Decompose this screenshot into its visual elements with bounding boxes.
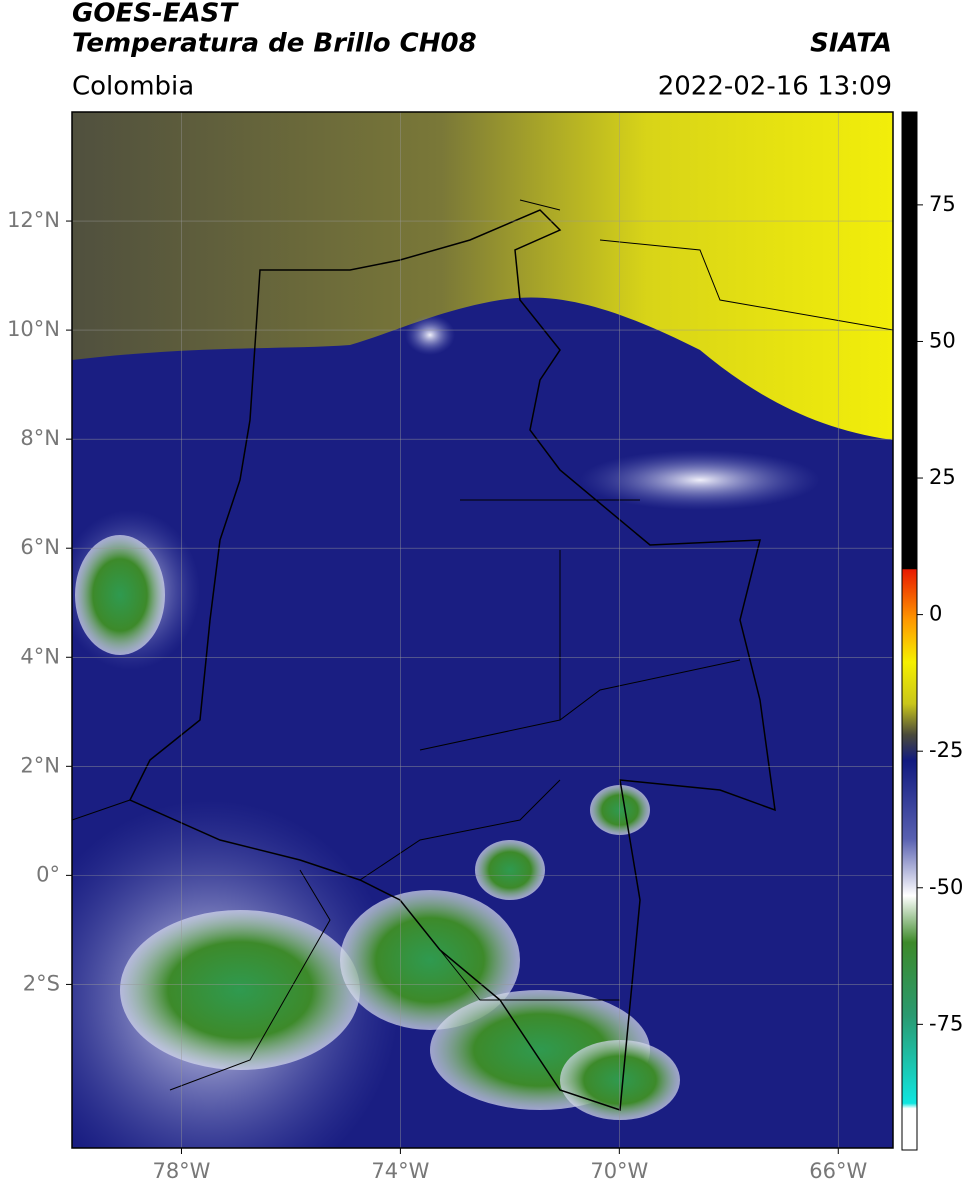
- lat-tick-label: 12°N: [7, 208, 60, 232]
- lat-tick-label: 2°N: [20, 753, 60, 777]
- lat-tick-label: 8°N: [20, 426, 60, 450]
- colorbar-tick-label: -50: [929, 875, 963, 899]
- lon-tick-label: 74°W: [371, 1159, 429, 1183]
- colorbar: [901, 111, 918, 1151]
- lon-tick-label: 66°W: [809, 1159, 867, 1183]
- lat-tick-label: 10°N: [7, 317, 60, 341]
- source: SIATA: [810, 29, 892, 59]
- lon-tick-label: 70°W: [590, 1159, 648, 1183]
- title: GOES-EAST: [72, 0, 239, 29]
- colorbar-tick-label: 0: [929, 602, 942, 626]
- region: Colombia: [72, 72, 194, 102]
- satellite-image: [72, 112, 893, 1148]
- lat-tick-label: 0°: [36, 862, 60, 886]
- map-frame: [71, 111, 894, 1149]
- lon-tick-label: 78°W: [152, 1159, 210, 1183]
- subtitle: Temperatura de Brillo CH08: [72, 29, 477, 59]
- colorbar-tick-label: 50: [929, 328, 956, 352]
- colorbar-tick-label: -25: [929, 738, 963, 762]
- colorbar-tick-label: 25: [929, 465, 956, 489]
- lat-tick-label: 6°N: [20, 535, 60, 559]
- colorbar-tick-label: 75: [929, 192, 956, 216]
- timestamp: 2022-02-16 13:09: [658, 72, 892, 102]
- grid: [72, 112, 893, 1148]
- lat-tick-label: 4°N: [20, 644, 60, 668]
- colorbar-tick-label: -75: [929, 1011, 963, 1035]
- lat-tick-label: 2°S: [23, 971, 60, 995]
